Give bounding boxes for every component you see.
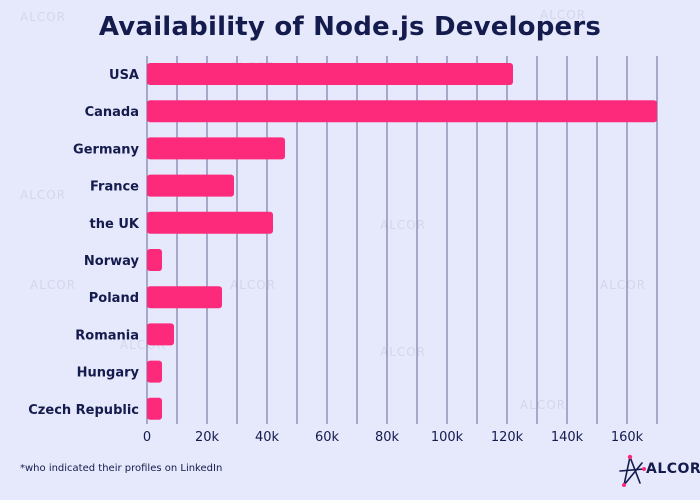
bar xyxy=(147,174,234,197)
bar xyxy=(147,286,222,309)
bar xyxy=(147,137,285,160)
category-label: Germany xyxy=(73,142,139,157)
category-label: the UK xyxy=(90,217,140,232)
alcor-star-icon xyxy=(619,454,646,487)
x-tick-label: 140k xyxy=(551,430,584,445)
bar xyxy=(147,249,162,271)
bar xyxy=(147,100,657,123)
category-label: USA xyxy=(109,68,139,83)
chart-title: Availability of Node.js Developers xyxy=(98,12,602,42)
category-labels: USA Canada Germany France the UK Norway Poland… xyxy=(28,68,140,418)
bar xyxy=(147,360,162,383)
category-label: Hungary xyxy=(77,366,140,381)
bar xyxy=(147,323,174,346)
x-tick-labels: 0 20k 40k 60k 80k 100k 120k 140k 160k xyxy=(143,430,644,445)
x-tick-label: 160k xyxy=(611,430,644,445)
category-label: Norway xyxy=(84,254,140,269)
category-label: Poland xyxy=(89,291,139,306)
bar xyxy=(147,211,273,234)
bar xyxy=(147,397,162,420)
bars xyxy=(147,63,657,420)
x-tick-label: 20k xyxy=(195,430,220,445)
x-tick-label: 40k xyxy=(255,430,280,445)
category-label: Canada xyxy=(85,105,139,120)
x-tick-label: 100k xyxy=(431,430,464,445)
x-tick-label: 120k xyxy=(491,430,524,445)
x-tick-label: 60k xyxy=(315,430,340,445)
footnote: *who indicated their profiles on LinkedI… xyxy=(20,463,223,474)
category-label: Czech Republic xyxy=(28,403,139,418)
alcor-logo: ALCOR xyxy=(618,452,700,492)
bar xyxy=(147,63,513,85)
category-label: France xyxy=(90,180,139,195)
x-tick-label: 80k xyxy=(375,430,400,445)
category-label: Romania xyxy=(75,328,139,343)
x-tick-label: 0 xyxy=(143,430,151,445)
logo-text: ALCOR xyxy=(646,461,700,477)
